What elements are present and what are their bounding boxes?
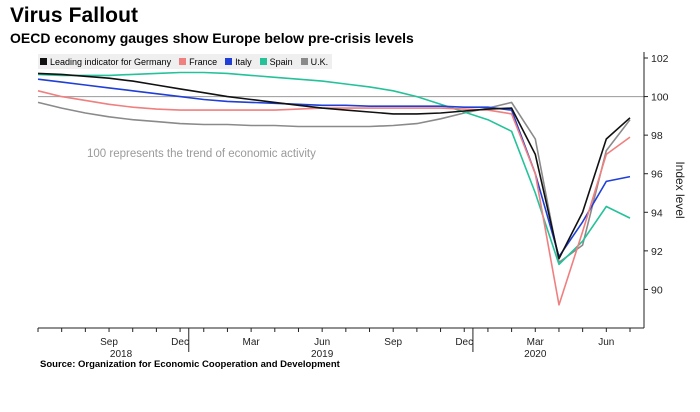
legend-label-germany: Leading indicator for Germany: [50, 56, 172, 67]
source-note: Source: Organization for Economic Cooper…: [40, 359, 340, 370]
y-tick-label: 96: [651, 169, 663, 181]
legend-label-uk: U.K.: [310, 56, 329, 67]
series-line-spain: [37, 71, 631, 266]
chart-title: Virus Fallout: [10, 4, 139, 27]
series-line-france: [37, 90, 631, 306]
chart-subtitle: OECD economy gauges show Europe below pr…: [10, 30, 414, 46]
x-tick-label: Dec: [455, 337, 473, 348]
y-tick-label: 98: [651, 130, 663, 142]
y-tick-label: 92: [651, 246, 663, 258]
legend-swatch-france: [179, 58, 187, 65]
y-tick-label: 94: [651, 207, 663, 219]
year-label: 2020: [524, 349, 547, 360]
y-tick-label: 102: [651, 53, 669, 65]
x-tick-label: Sep: [384, 337, 402, 348]
year-label: 2018: [110, 349, 133, 360]
chart-annotation: 100 represents the trend of economic act…: [87, 148, 316, 160]
x-tick-label: Jun: [598, 337, 614, 348]
x-tick-label: Dec: [171, 337, 189, 348]
legend-swatch-spain: [259, 58, 267, 65]
chart-legend: Leading indicator for Germany France Ita…: [38, 54, 333, 69]
y-tick-label: 100: [651, 92, 669, 104]
x-tick-label: Sep: [100, 337, 118, 348]
x-tick-label: Jun: [314, 337, 330, 348]
y-axis-title: Index level: [673, 161, 687, 218]
x-tick-label: Mar: [527, 337, 545, 348]
legend-swatch-germany: [40, 58, 47, 65]
legend-swatch-italy: [225, 58, 233, 65]
legend-label-france: France: [189, 56, 218, 67]
year-label: 2019: [311, 349, 334, 360]
series-line-u-k: [37, 101, 631, 264]
legend-item-spain: Spain: [259, 56, 293, 67]
legend-label-spain: Spain: [269, 56, 293, 67]
series-line-leading-indicator-for-germany: [37, 72, 631, 260]
legend-label-italy: Italy: [235, 56, 252, 67]
legend-item-germany: Leading indicator for Germany: [40, 57, 171, 67]
legend-swatch-uk: [300, 58, 308, 65]
x-tick-label: Mar: [243, 337, 261, 348]
legend-item-france: France: [179, 57, 217, 67]
legend-item-uk: U.K.: [300, 56, 329, 67]
legend-item-italy: Italy: [225, 57, 252, 67]
y-tick-label: 90: [651, 284, 663, 296]
